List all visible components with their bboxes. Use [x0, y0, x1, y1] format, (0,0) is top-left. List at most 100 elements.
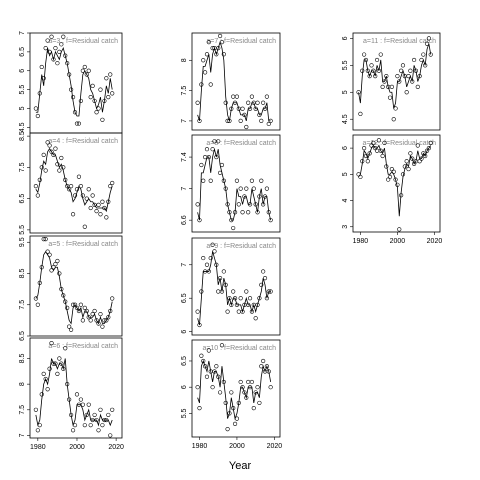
data-point: [249, 309, 255, 314]
x-tick-label: 2000: [390, 238, 406, 245]
data-point: [210, 385, 215, 390]
panel-annotation: a=9 : f=Residual catch: [206, 243, 276, 250]
data-point: [94, 318, 99, 323]
data-point: [225, 427, 230, 432]
data-point: [240, 210, 245, 215]
data-point: [110, 91, 115, 96]
data-point: [82, 423, 87, 428]
data-point: [234, 94, 240, 99]
data-point: [106, 315, 111, 320]
panel-frame: [191, 32, 281, 131]
y-tick-label: 7: [181, 119, 188, 123]
y-tick-label: 7: [181, 187, 188, 191]
y-tick-label: 5.5: [19, 85, 26, 95]
data-point: [33, 184, 38, 189]
data-point: [76, 308, 82, 314]
data-point: [94, 110, 99, 115]
data-point: [386, 177, 391, 182]
data-point: [98, 407, 103, 412]
data-point: [100, 117, 105, 122]
data-point: [201, 358, 206, 364]
data-point: [49, 34, 54, 39]
data-point: [104, 76, 109, 81]
y-tick-label: 3: [342, 225, 349, 229]
data-point: [98, 312, 103, 317]
y-tick-label: 7.5: [19, 405, 26, 415]
data-point: [41, 371, 46, 376]
data-point: [86, 187, 91, 192]
panel-frame: [29, 235, 123, 337]
panel-annotation: a=10 : f=Residual catch: [202, 345, 276, 352]
data-point: [249, 379, 255, 385]
fitted-line: [358, 43, 432, 109]
data-point: [33, 296, 38, 301]
data-point: [41, 152, 46, 157]
data-point: [65, 184, 70, 189]
y-tick-label: 4: [342, 198, 349, 202]
y-tick-label: 8.5: [19, 131, 26, 141]
data-point: [45, 140, 50, 145]
data-point: [404, 159, 409, 164]
data-point: [67, 324, 72, 329]
data-point: [217, 33, 223, 39]
data-point: [53, 45, 58, 51]
panel-frame: [191, 237, 281, 336]
data-point: [199, 353, 204, 358]
data-point: [221, 269, 226, 274]
data-point: [106, 95, 111, 100]
y-tick-label: 9.5: [19, 237, 26, 247]
y-tick-label: 8.5: [19, 269, 26, 279]
y-tick-label: 6.6: [181, 215, 188, 225]
data-point: [219, 343, 225, 348]
data-point: [221, 52, 226, 57]
data-point: [380, 84, 385, 89]
data-point: [225, 309, 230, 314]
panel-frame: [352, 32, 441, 131]
data-point: [261, 358, 266, 364]
data-point: [43, 237, 48, 242]
data-point: [216, 289, 221, 294]
data-point: [214, 364, 219, 369]
data-point: [82, 224, 87, 229]
y-tick-label: 6.5: [19, 47, 26, 57]
data-point: [246, 100, 251, 105]
data-point: [49, 341, 54, 346]
data-point: [35, 428, 40, 433]
data-point: [86, 402, 91, 407]
data-point: [268, 218, 273, 223]
data-point: [84, 412, 89, 418]
data-point: [255, 100, 260, 105]
y-tick-label: 6.5: [19, 331, 26, 341]
data-point: [110, 296, 115, 301]
data-point: [378, 52, 383, 57]
data-point: [397, 227, 402, 232]
data-point: [100, 199, 105, 204]
y-tick-label: 7.4: [181, 152, 188, 162]
y-tick-label: 5: [342, 172, 349, 176]
data-point: [92, 412, 97, 418]
data-point: [208, 178, 213, 183]
data-point: [61, 293, 66, 298]
data-point: [231, 94, 236, 99]
y-tick-label: 5: [342, 90, 349, 94]
data-point: [100, 423, 105, 428]
fitted-line: [197, 40, 271, 122]
x-tick-label: 1980: [192, 443, 208, 450]
data-point: [374, 57, 380, 63]
data-point: [35, 193, 40, 198]
data-point: [261, 100, 266, 105]
data-point: [201, 178, 206, 183]
fitted-line: [358, 144, 432, 217]
data-point: [411, 57, 417, 63]
panel-annotation: a=11 : f=Residual catch: [363, 38, 436, 45]
data-point: [259, 118, 264, 124]
data-point: [203, 70, 208, 75]
data-point: [216, 46, 221, 51]
data-point: [108, 72, 113, 77]
data-point: [76, 121, 82, 126]
y-tick-label: 8: [19, 382, 26, 386]
data-point: [63, 53, 68, 58]
data-point: [33, 407, 38, 412]
data-point: [92, 308, 97, 314]
data-point: [35, 302, 40, 307]
